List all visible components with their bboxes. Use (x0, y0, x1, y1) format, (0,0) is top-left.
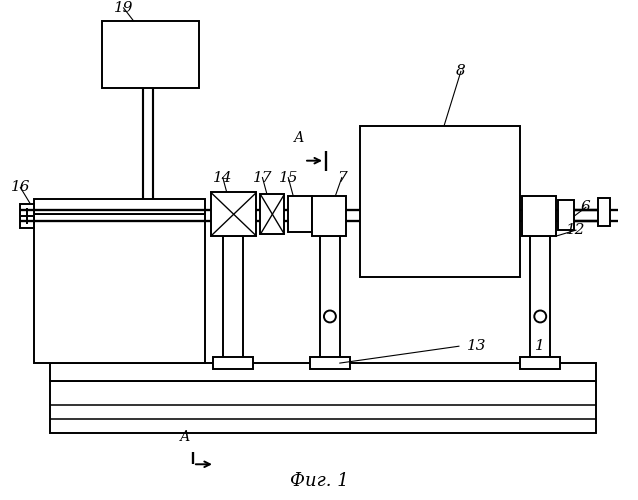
Bar (288, 196, 312, 232)
Text: 17: 17 (253, 170, 272, 184)
Text: 6: 6 (581, 200, 591, 214)
Bar (223, 236, 242, 363)
Text: 1: 1 (535, 339, 545, 353)
Bar (260, 194, 285, 234)
Bar (50, 363, 596, 381)
Text: 8: 8 (456, 64, 466, 78)
Bar (320, 236, 340, 363)
Bar (360, 126, 521, 277)
Text: А: А (180, 430, 190, 444)
Bar (34, 214, 205, 363)
Bar (598, 198, 610, 226)
Bar (310, 357, 350, 369)
Bar (312, 196, 346, 236)
Bar (20, 204, 34, 228)
Text: 12: 12 (566, 223, 586, 237)
Bar (211, 192, 256, 236)
Text: 19: 19 (114, 1, 133, 15)
Text: А: А (294, 131, 304, 145)
Text: 7: 7 (337, 170, 346, 184)
Bar (213, 357, 253, 369)
Text: 16: 16 (11, 180, 30, 194)
Bar (50, 381, 596, 432)
Bar (530, 236, 550, 363)
Bar (101, 21, 199, 88)
Text: Фиг. 1: Фиг. 1 (290, 472, 348, 490)
Text: 14: 14 (213, 170, 232, 184)
Text: 13: 13 (467, 339, 486, 353)
Bar (558, 200, 574, 230)
Bar (521, 357, 560, 369)
Bar (523, 196, 556, 236)
Bar (34, 200, 205, 214)
Text: 15: 15 (279, 170, 298, 184)
